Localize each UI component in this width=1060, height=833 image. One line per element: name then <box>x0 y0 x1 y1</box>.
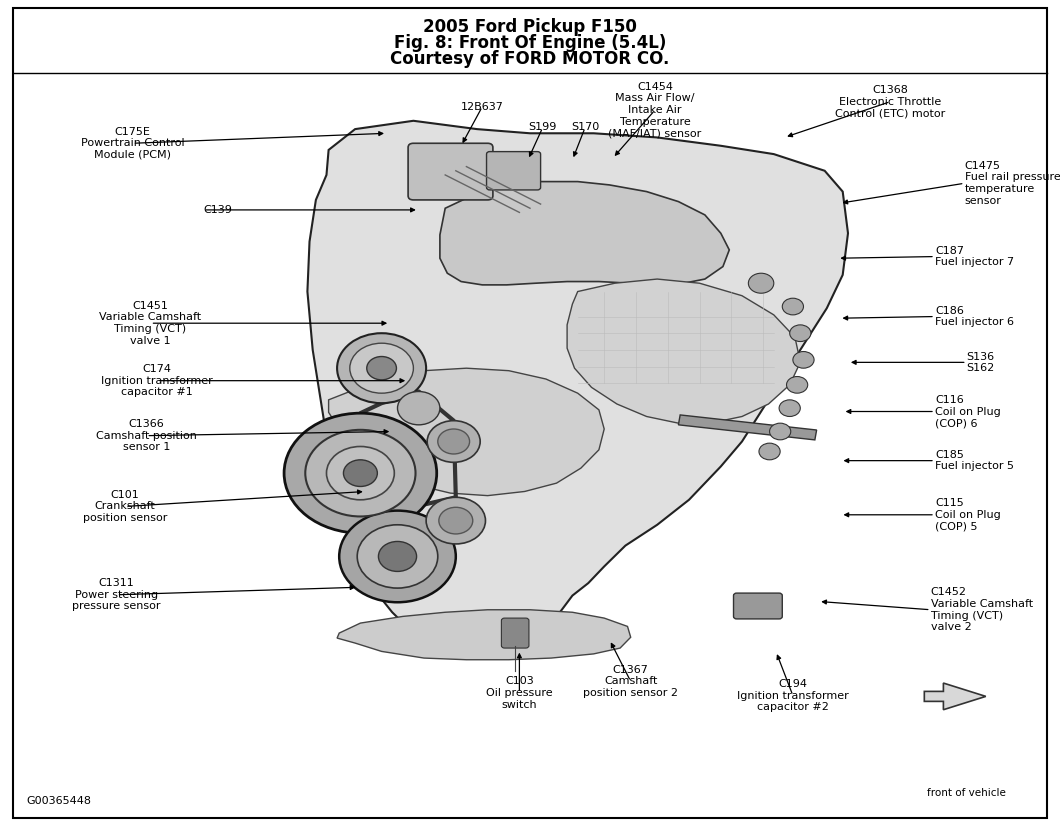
Circle shape <box>427 421 480 462</box>
Circle shape <box>398 392 440 425</box>
Circle shape <box>305 430 416 516</box>
Circle shape <box>426 497 485 544</box>
Text: C1454
Mass Air Flow/
Intake Air
Temperature
(MAF/IAT) sensor: C1454 Mass Air Flow/ Intake Air Temperat… <box>608 82 702 138</box>
Circle shape <box>367 357 396 380</box>
Text: C103
Oil pressure
switch: C103 Oil pressure switch <box>487 676 552 710</box>
Polygon shape <box>567 279 800 423</box>
Text: C116
Coil on Plug
(COP) 6: C116 Coil on Plug (COP) 6 <box>935 395 1001 428</box>
Text: C187
Fuel injector 7: C187 Fuel injector 7 <box>935 246 1014 267</box>
Text: front of vehicle: front of vehicle <box>928 788 1006 798</box>
Text: Fig. 8: Front Of Engine (5.4L): Fig. 8: Front Of Engine (5.4L) <box>394 34 666 52</box>
Circle shape <box>748 273 774 293</box>
Polygon shape <box>337 610 631 660</box>
Circle shape <box>787 377 808 393</box>
Circle shape <box>343 460 377 486</box>
Text: C1368
Electronic Throttle
Control (ETC) motor: C1368 Electronic Throttle Control (ETC) … <box>835 85 946 118</box>
Polygon shape <box>307 121 848 654</box>
Text: 12B637: 12B637 <box>461 102 504 112</box>
Text: G00365448: G00365448 <box>26 796 91 806</box>
Circle shape <box>326 446 394 500</box>
Circle shape <box>770 423 791 440</box>
Text: C186
Fuel injector 6: C186 Fuel injector 6 <box>935 306 1014 327</box>
Circle shape <box>793 352 814 368</box>
Text: C174
Ignition transformer
capacitor #1: C174 Ignition transformer capacitor #1 <box>101 364 213 397</box>
Polygon shape <box>440 182 729 285</box>
Text: C1452
Variable Camshaft
Timing (VCT)
valve 2: C1452 Variable Camshaft Timing (VCT) val… <box>931 587 1032 632</box>
Circle shape <box>357 525 438 588</box>
Text: S136
S162: S136 S162 <box>967 352 995 373</box>
FancyBboxPatch shape <box>408 143 493 200</box>
Text: C101
Crankshaft
position sensor: C101 Crankshaft position sensor <box>83 490 167 523</box>
Text: C194
Ignition transformer
capacitor #2: C194 Ignition transformer capacitor #2 <box>737 679 849 712</box>
Text: S199: S199 <box>529 122 557 132</box>
Circle shape <box>782 298 803 315</box>
Circle shape <box>350 343 413 393</box>
Text: C1366
Camshaft position
sensor 1: C1366 Camshaft position sensor 1 <box>95 419 197 452</box>
Circle shape <box>284 413 437 533</box>
Text: C139: C139 <box>204 205 232 215</box>
Circle shape <box>779 400 800 416</box>
Text: 2005 Ford Pickup F150: 2005 Ford Pickup F150 <box>423 18 637 37</box>
Text: C1451
Variable Camshaft
Timing (VCT)
valve 1: C1451 Variable Camshaft Timing (VCT) val… <box>100 301 201 346</box>
Bar <box>678 415 816 440</box>
Text: C1367
Camshaft
position sensor 2: C1367 Camshaft position sensor 2 <box>583 665 678 698</box>
Circle shape <box>439 507 473 534</box>
Circle shape <box>438 429 470 454</box>
FancyBboxPatch shape <box>487 152 541 190</box>
Polygon shape <box>329 368 604 496</box>
Circle shape <box>378 541 417 571</box>
Text: Courtesy of FORD MOTOR CO.: Courtesy of FORD MOTOR CO. <box>390 50 670 68</box>
Text: C185
Fuel injector 5: C185 Fuel injector 5 <box>935 450 1014 471</box>
Text: C175E
Powertrain Control
Module (PCM): C175E Powertrain Control Module (PCM) <box>81 127 184 160</box>
Circle shape <box>339 511 456 602</box>
Circle shape <box>337 333 426 403</box>
Text: S170: S170 <box>571 122 599 132</box>
Polygon shape <box>924 683 986 710</box>
FancyBboxPatch shape <box>501 618 529 648</box>
Text: C1311
Power steering
pressure sensor: C1311 Power steering pressure sensor <box>72 578 161 611</box>
Text: C1475
Fuel rail pressure /
temperature
sensor: C1475 Fuel rail pressure / temperature s… <box>965 161 1060 206</box>
Circle shape <box>759 443 780 460</box>
Text: C115
Coil on Plug
(COP) 5: C115 Coil on Plug (COP) 5 <box>935 498 1001 531</box>
FancyBboxPatch shape <box>734 593 782 619</box>
Circle shape <box>790 325 811 342</box>
